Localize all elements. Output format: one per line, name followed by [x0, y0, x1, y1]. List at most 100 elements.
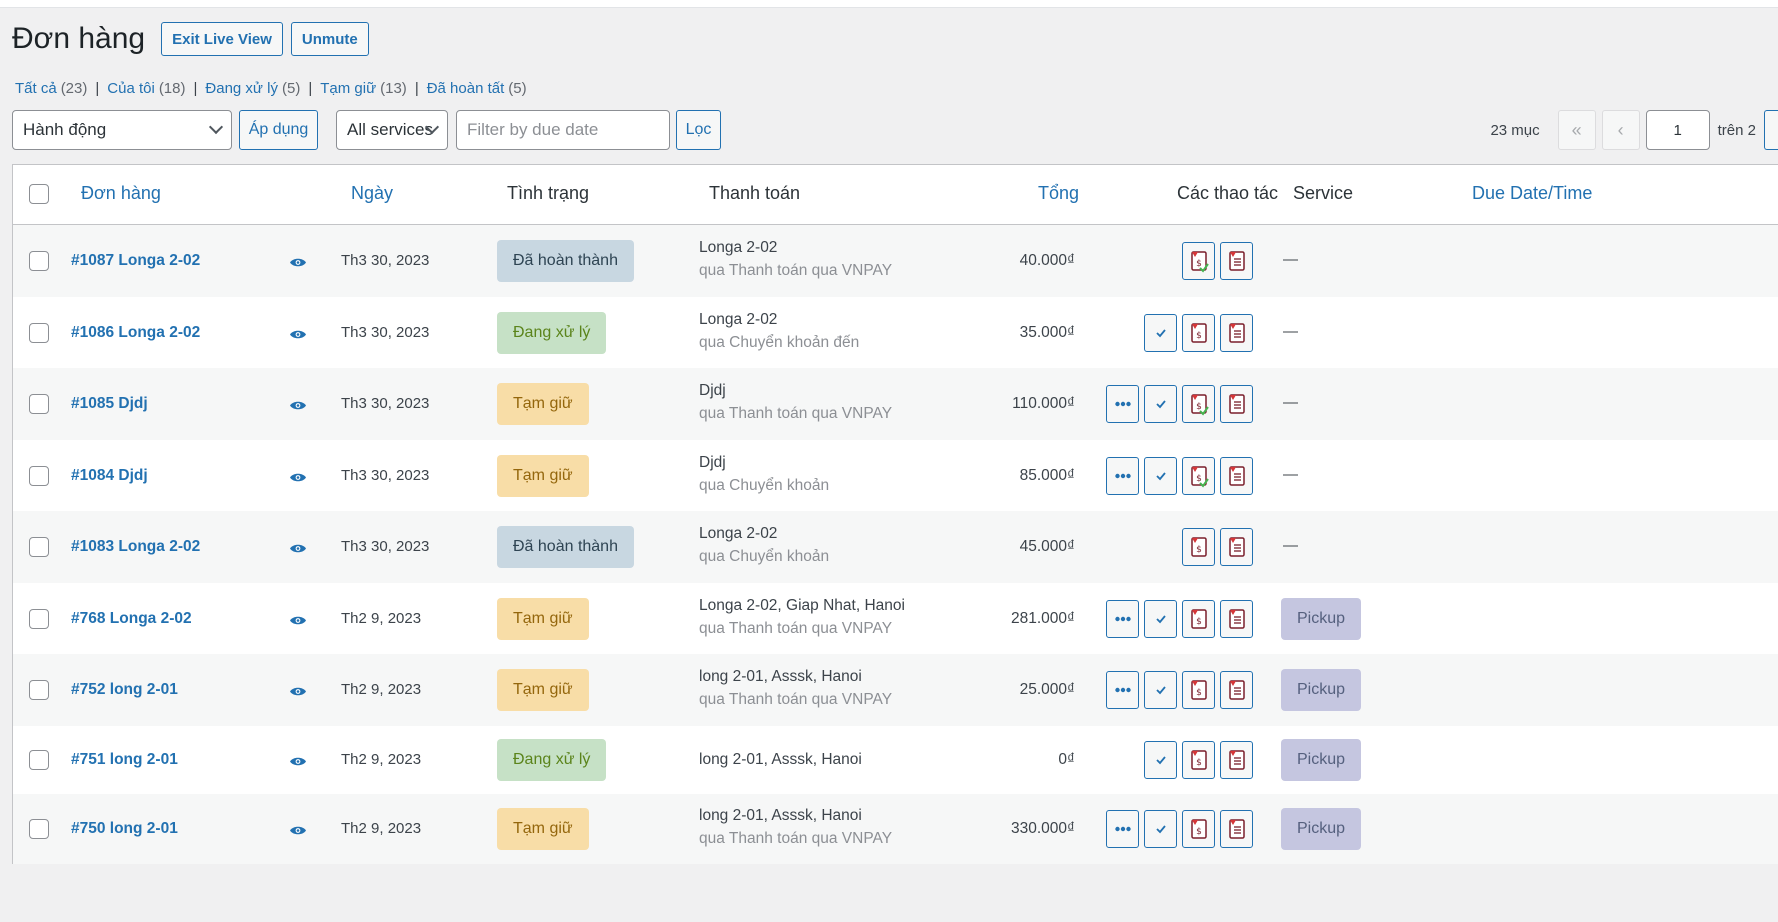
complete-check-icon	[1155, 471, 1167, 481]
packing-slip-button[interactable]	[1220, 456, 1253, 495]
table-row: #752 long 2-01 Th2 9, 2023 Tạm giữ long 2-0…	[13, 654, 1778, 726]
order-link[interactable]: #1086 Longa 2-02	[71, 323, 201, 341]
select-all-checkbox[interactable]	[29, 184, 49, 204]
packing-slip-button[interactable]	[1220, 528, 1253, 566]
invoice-icon: $	[1189, 748, 1209, 772]
packing-slip-icon	[1227, 464, 1247, 488]
service-value: —	[1283, 322, 1298, 340]
processing-dots-button[interactable]	[1106, 456, 1139, 495]
packing-slip-button[interactable]	[1220, 810, 1253, 848]
bulk-action-select[interactable]: Hành động	[12, 110, 232, 150]
invoice-button[interactable]: $	[1182, 671, 1215, 709]
packing-slip-button[interactable]	[1220, 599, 1253, 638]
next-page-button[interactable]	[1764, 110, 1778, 150]
row-checkbox[interactable]	[29, 465, 49, 486]
invoice-check-button[interactable]: $	[1182, 242, 1215, 280]
column-order[interactable]: Đơn hàng	[81, 183, 161, 203]
complete-check-button[interactable]	[1144, 313, 1177, 352]
order-link[interactable]: #1084 Djdj	[71, 466, 148, 484]
row-checkbox[interactable]	[29, 251, 49, 271]
preview-eye-icon[interactable]	[289, 823, 307, 835]
processing-dots-button[interactable]	[1106, 671, 1139, 709]
row-checkbox[interactable]	[29, 750, 49, 770]
packing-slip-icon	[1227, 678, 1247, 702]
row-checkbox[interactable]	[29, 819, 49, 839]
preview-eye-icon[interactable]	[289, 398, 307, 410]
services-select[interactable]: All services	[336, 110, 448, 150]
preview-eye-icon[interactable]	[289, 255, 307, 267]
packing-slip-button[interactable]	[1220, 385, 1253, 423]
complete-check-button[interactable]	[1144, 456, 1177, 495]
invoice-check-button[interactable]: $	[1182, 385, 1215, 423]
preview-eye-icon[interactable]	[289, 470, 307, 481]
invoice-check-button[interactable]: $	[1182, 456, 1215, 495]
invoice-button[interactable]: $	[1182, 528, 1215, 566]
order-date: Th3 30, 2023	[341, 466, 430, 484]
status-filter-link[interactable]: Tạm giữ (13)	[320, 80, 407, 97]
current-page-input[interactable]: 1	[1645, 110, 1710, 150]
invoice-button[interactable]: $	[1182, 313, 1215, 352]
service-badge: Pickup	[1281, 669, 1361, 711]
complete-check-button[interactable]	[1144, 741, 1177, 779]
packing-slip-icon	[1227, 817, 1247, 841]
packing-slip-button[interactable]	[1220, 671, 1253, 709]
table-nav-top: Hành động Áp dụng All services Filter by…	[12, 110, 1778, 150]
preview-eye-icon[interactable]	[289, 327, 307, 338]
preview-eye-icon[interactable]	[289, 684, 307, 696]
invoice-button[interactable]: $	[1182, 741, 1215, 779]
svg-text:$: $	[1196, 331, 1202, 341]
preview-eye-icon[interactable]	[289, 754, 307, 766]
preview-eye-icon[interactable]	[289, 613, 307, 624]
apply-button[interactable]: Áp dụng	[239, 110, 318, 150]
status-filter-count: (13)	[380, 80, 407, 97]
column-total[interactable]: Tổng	[1038, 183, 1080, 203]
order-link[interactable]: #768 Longa 2-02	[71, 609, 192, 627]
separator: |	[414, 80, 419, 97]
status-badge: Tạm giữ	[497, 454, 589, 497]
complete-check-icon	[1155, 755, 1167, 765]
packing-slip-button[interactable]	[1220, 313, 1253, 352]
invoice-button[interactable]: $	[1182, 810, 1215, 848]
order-date: Th3 30, 2023	[341, 395, 430, 412]
preview-eye-icon[interactable]	[289, 541, 307, 553]
row-checkbox[interactable]	[29, 394, 49, 414]
complete-check-button[interactable]	[1144, 810, 1177, 848]
processing-dots-button[interactable]	[1106, 385, 1139, 423]
order-link[interactable]: #752 long 2-01	[71, 681, 178, 698]
status-filter-link[interactable]: Của tôi (18)	[107, 80, 185, 97]
status-filter-link[interactable]: Đang xử lý (5)	[205, 80, 300, 97]
complete-check-button[interactable]	[1144, 599, 1177, 638]
row-checkbox[interactable]	[29, 608, 49, 629]
packing-slip-button[interactable]	[1220, 242, 1253, 280]
row-checkbox[interactable]	[29, 322, 49, 343]
status-filter-count: (23)	[60, 80, 88, 97]
order-link[interactable]: #1083 Longa 2-02	[71, 538, 201, 555]
row-checkbox[interactable]	[29, 680, 49, 700]
complete-check-button[interactable]	[1144, 385, 1177, 423]
items-count: 23 mục	[1490, 121, 1540, 139]
first-page-button[interactable]: «	[1557, 110, 1596, 150]
svg-text:$: $	[1196, 758, 1202, 768]
status-filter-link[interactable]: Đã hoàn tất (5)	[427, 80, 527, 97]
due-date-filter-input[interactable]: Filter by due date	[456, 110, 670, 150]
column-due-date[interactable]: Due Date/Time	[1472, 183, 1593, 203]
order-link[interactable]: #1087 Longa 2-02	[71, 252, 201, 269]
invoice-button[interactable]: $	[1182, 599, 1215, 638]
order-link[interactable]: #750 long 2-01	[71, 820, 178, 837]
unmute-button[interactable]: Unmute	[290, 22, 369, 56]
column-service: Service	[1293, 183, 1354, 203]
processing-dots-button[interactable]	[1106, 810, 1139, 848]
exit-live-view-button[interactable]: Exit Live View	[161, 22, 283, 56]
column-date[interactable]: Ngày	[351, 183, 394, 203]
status-filter-link[interactable]: Tất cả (23)	[15, 80, 87, 97]
filter-button[interactable]: Lọc	[676, 110, 721, 150]
processing-dots-button[interactable]	[1106, 599, 1139, 638]
order-link[interactable]: #751 long 2-01	[71, 751, 178, 768]
order-link[interactable]: #1085 Djdj	[71, 395, 148, 412]
invoice-icon: $	[1189, 678, 1209, 702]
packing-slip-button[interactable]	[1220, 741, 1253, 779]
prev-page-button[interactable]: ‹	[1601, 110, 1640, 150]
complete-check-button[interactable]	[1144, 671, 1177, 709]
processing-dots-icon	[1114, 687, 1131, 693]
row-checkbox[interactable]	[29, 537, 49, 557]
